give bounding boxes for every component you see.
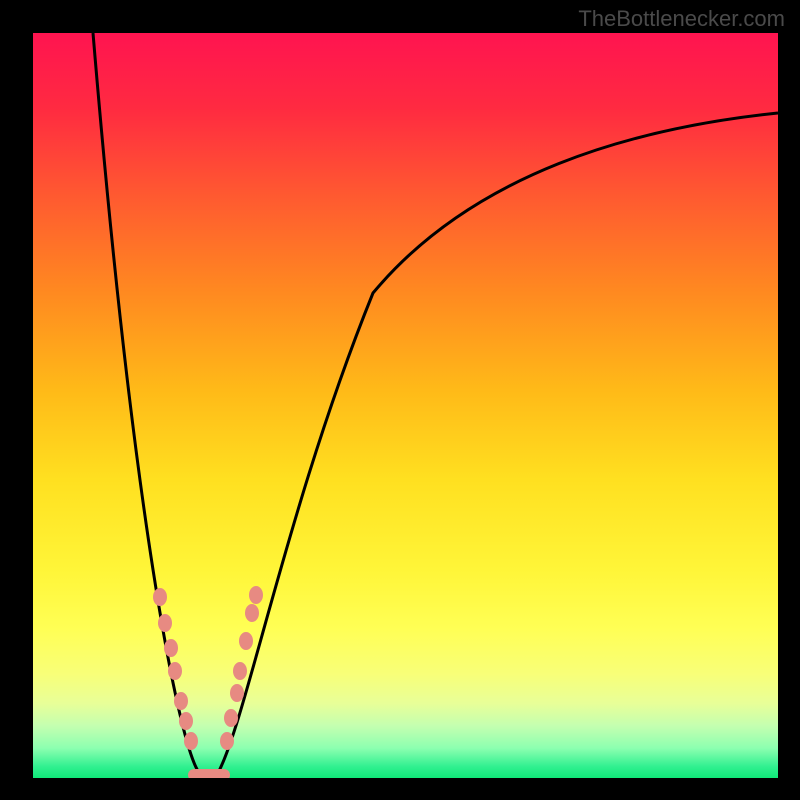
- data-marker: [179, 712, 193, 730]
- data-marker: [168, 662, 182, 680]
- data-marker: [220, 732, 234, 750]
- data-marker: [153, 588, 167, 606]
- data-marker: [184, 732, 198, 750]
- curve-layer: [33, 33, 778, 778]
- chart-root: TheBottlenecker.com: [0, 0, 800, 800]
- data-marker: [174, 692, 188, 710]
- data-marker: [233, 662, 247, 680]
- curve-right-branch: [219, 113, 778, 771]
- marker-bottom-bar: [188, 769, 230, 778]
- markers-right: [220, 586, 263, 750]
- plot-area: [33, 33, 778, 778]
- data-marker: [249, 586, 263, 604]
- watermark-text: TheBottlenecker.com: [578, 6, 785, 32]
- data-marker: [230, 684, 244, 702]
- data-marker: [164, 639, 178, 657]
- data-marker: [239, 632, 253, 650]
- data-marker: [158, 614, 172, 632]
- data-marker: [245, 604, 259, 622]
- data-marker: [224, 709, 238, 727]
- curve-left-branch: [93, 33, 198, 771]
